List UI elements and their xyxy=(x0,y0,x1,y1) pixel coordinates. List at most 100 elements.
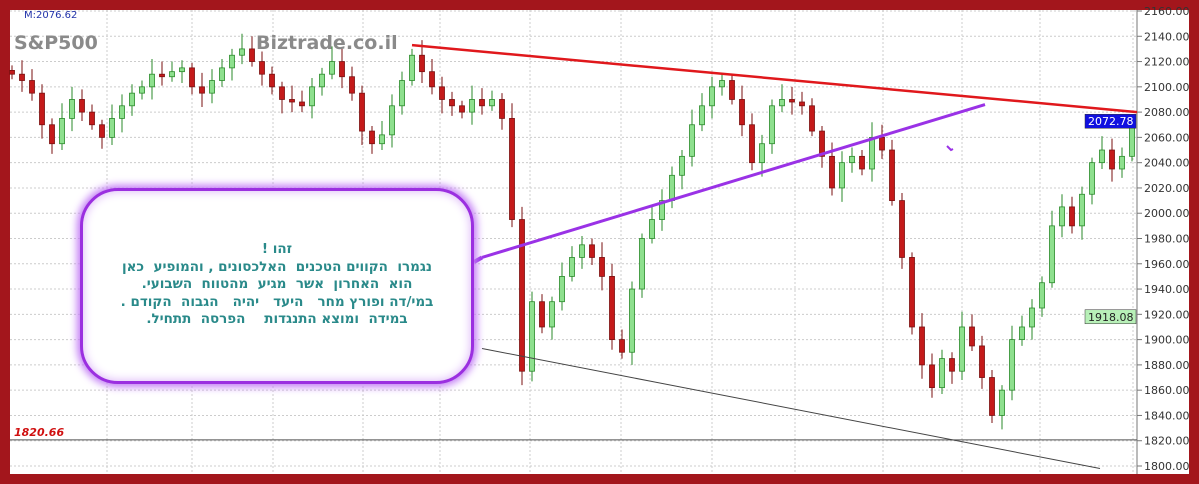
price-axis xyxy=(1137,10,1189,474)
candle xyxy=(879,136,885,151)
resistance-trendline xyxy=(411,43,1138,114)
callout-line: זהו ! xyxy=(261,241,293,257)
candle xyxy=(249,48,255,62)
current-price-label: 2072.78 xyxy=(1088,115,1134,128)
candle xyxy=(909,257,915,328)
candle xyxy=(799,101,805,107)
candle xyxy=(1039,282,1045,309)
candle xyxy=(1019,326,1025,341)
y-tick-label: 2100.00 xyxy=(1144,81,1190,94)
candle xyxy=(319,73,325,88)
candle xyxy=(839,162,845,189)
candle xyxy=(669,174,675,201)
candle xyxy=(79,99,85,113)
candle xyxy=(989,377,995,416)
candle xyxy=(619,339,625,353)
candle xyxy=(789,99,795,103)
candle xyxy=(229,54,235,69)
candle xyxy=(99,124,105,138)
y-tick-label: 1820.00 xyxy=(1144,435,1190,448)
candle xyxy=(769,105,775,145)
candle xyxy=(349,76,355,94)
candle xyxy=(519,219,525,372)
candle xyxy=(869,136,875,170)
symbol-label: S&P500 xyxy=(14,32,98,54)
candle xyxy=(1059,206,1065,227)
candle xyxy=(329,61,335,75)
candle xyxy=(999,389,1005,416)
candle xyxy=(29,80,35,94)
y-tick-label: 2020.00 xyxy=(1144,182,1190,195)
y-tick-label: 1880.00 xyxy=(1144,359,1190,372)
candle xyxy=(209,80,215,94)
candle xyxy=(9,70,15,75)
y-tick-label: 1980.00 xyxy=(1144,233,1190,246)
candle xyxy=(969,326,975,347)
callout-line: במי/דה ופורץ מחר היעד יהיה הגבוה הקודם . xyxy=(120,293,434,310)
candle xyxy=(809,105,815,132)
candle xyxy=(129,92,135,107)
y-tick-label: 1840.00 xyxy=(1144,409,1190,422)
indicator-readout: M:2076.62 xyxy=(24,10,78,21)
callout-line: נגמרו הקווים הטכנים האלכסונים , והמופיע … xyxy=(121,258,433,275)
callout-line: הוא האחרון אשר מגיע מהטווח השבועי. xyxy=(141,276,413,292)
candle xyxy=(1079,193,1085,227)
candle xyxy=(739,99,745,126)
candle xyxy=(639,238,645,290)
candle xyxy=(389,105,395,136)
support-trendline xyxy=(481,103,986,259)
y-tick-label: 2120.00 xyxy=(1144,56,1190,69)
candle xyxy=(409,54,415,81)
candle xyxy=(429,71,435,88)
y-tick-label: 1900.00 xyxy=(1144,334,1190,347)
y-tick-label: 2040.00 xyxy=(1144,157,1190,170)
watermark: Biztrade.co.il xyxy=(256,32,398,54)
candle xyxy=(549,301,555,328)
candle xyxy=(649,219,655,239)
y-tick-label: 2160.00 xyxy=(1144,5,1190,18)
candle xyxy=(339,61,345,78)
candle xyxy=(899,200,905,258)
candle xyxy=(139,86,145,94)
candle xyxy=(309,86,315,107)
candle xyxy=(1099,149,1105,164)
candle xyxy=(569,257,575,277)
candle xyxy=(859,155,865,170)
candle xyxy=(829,155,835,189)
candle xyxy=(919,326,925,366)
candle xyxy=(299,101,305,107)
y-tick-label: 1800.00 xyxy=(1144,460,1190,473)
candle xyxy=(929,364,935,389)
candle xyxy=(589,244,595,258)
candle xyxy=(979,345,985,378)
candle xyxy=(659,200,665,220)
candle xyxy=(719,80,725,88)
current-price-label-box xyxy=(1084,113,1137,129)
y-tick-label: 1920.00 xyxy=(1144,308,1190,321)
level-label: 1820.66 xyxy=(14,426,65,439)
y-tick-label: 2140.00 xyxy=(1144,30,1190,43)
candle xyxy=(499,99,505,119)
candle xyxy=(959,326,965,372)
candle xyxy=(629,288,635,353)
candle xyxy=(889,149,895,201)
candle xyxy=(849,155,855,164)
candle xyxy=(459,105,465,113)
candle xyxy=(69,99,75,119)
candle xyxy=(279,86,285,100)
candle xyxy=(679,155,685,176)
candle xyxy=(1069,206,1075,227)
candle xyxy=(259,61,265,75)
callout-line: במידה ומוצא התנגדות הפרסה תתחיל. xyxy=(146,311,408,327)
marker-price-label-box xyxy=(1084,309,1137,325)
candle xyxy=(1119,155,1125,170)
candle xyxy=(399,80,405,107)
candle xyxy=(1009,339,1015,391)
candle xyxy=(39,92,45,126)
candle xyxy=(289,99,295,103)
callout-pointer xyxy=(473,255,483,264)
candle xyxy=(419,54,425,73)
candle xyxy=(119,105,125,119)
candle xyxy=(179,67,185,73)
candle xyxy=(469,99,475,113)
